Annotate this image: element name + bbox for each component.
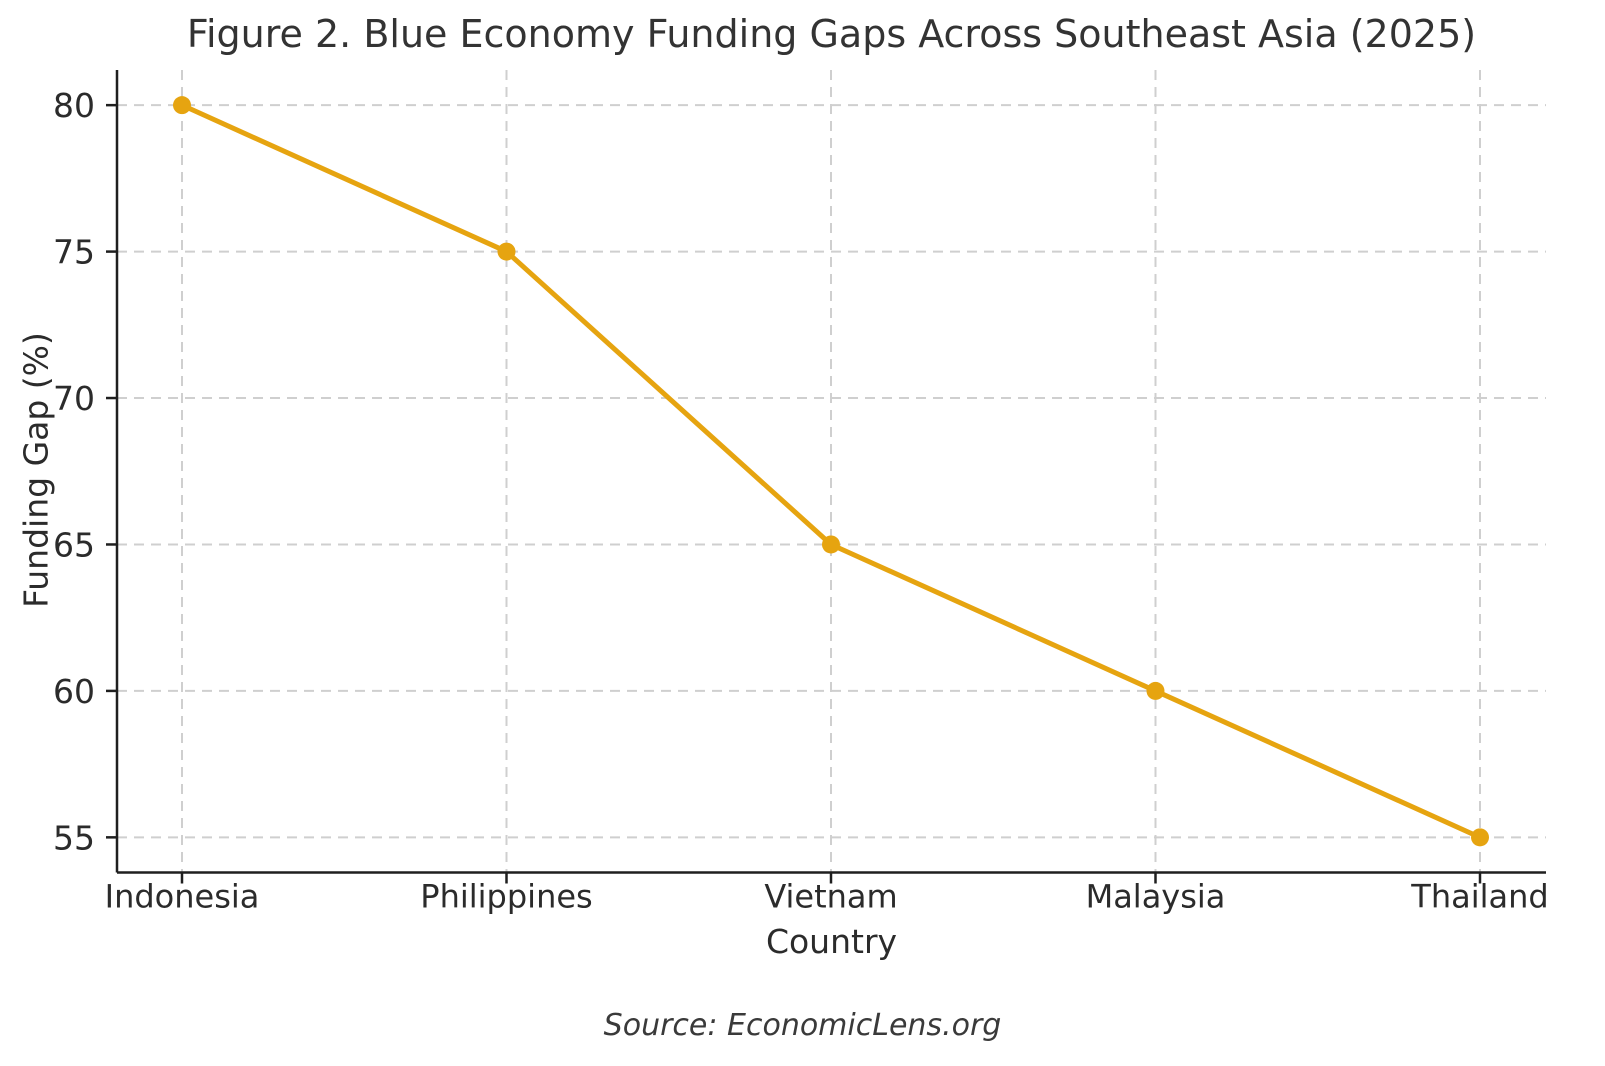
y-axis-label: Funding Gap (%) [16,332,56,608]
x-tick-label-thailand: Thailand [1410,878,1548,916]
data-point-indonesia [173,96,191,115]
x-tick-label-philippines: Philippines [420,878,592,916]
y-tick-label-55: 55 [53,818,95,857]
data-point-thailand [1471,828,1489,847]
y-tick-label-70: 70 [53,379,95,418]
y-tick-label-60: 60 [53,672,95,711]
x-tick-label-indonesia: Indonesia [105,878,260,916]
x-axis-label: Country [765,922,898,961]
y-tick-label-80: 80 [53,86,95,125]
x-tick-label-malaysia: Malaysia [1086,878,1226,916]
y-tick-label-65: 65 [53,525,95,564]
data-point-vietnam [822,535,840,554]
chart-title: Figure 2. Blue Economy Funding Gaps Acro… [186,12,1477,56]
data-point-malaysia [1146,681,1165,700]
data-point-philippines [497,242,516,261]
source-caption: Source: EconomicLens.org [603,1008,1002,1043]
x-tick-label-vietnam: Vietnam [764,878,897,916]
y-tick-label-75: 75 [53,233,95,272]
